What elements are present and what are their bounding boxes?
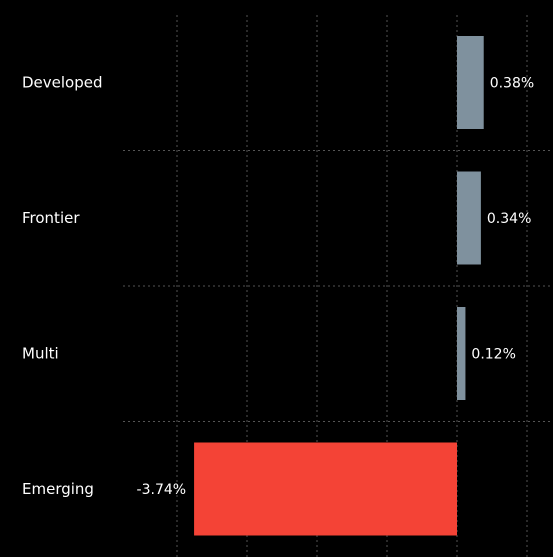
category-label: Frontier <box>22 209 80 227</box>
value-label: -3.74% <box>137 482 187 498</box>
category-label: Multi <box>22 345 59 363</box>
bar-developed <box>457 36 484 129</box>
bar-multi <box>457 307 466 400</box>
value-label: 0.12% <box>471 347 515 363</box>
bar-frontier <box>457 171 481 265</box>
bar-layer <box>194 36 484 536</box>
bar-emerging <box>194 442 457 536</box>
label-layer: Developed 0.38% Frontier 0.34% Multi 0.12% Eme… <box>22 74 534 499</box>
category-label: Emerging <box>22 480 94 498</box>
category-label: Developed <box>22 74 103 92</box>
value-label: 0.38% <box>490 76 534 92</box>
value-label: 0.34% <box>487 211 531 227</box>
